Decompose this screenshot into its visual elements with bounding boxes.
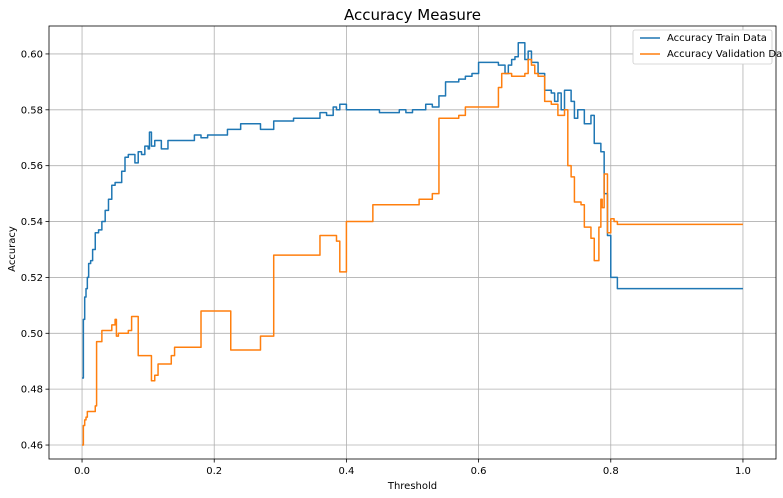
x-tick-label: 0.8 (603, 466, 619, 477)
y-tick-label: 0.46 (21, 441, 43, 452)
y-tick-label: 0.54 (21, 217, 43, 228)
x-axis-label: Threshold (387, 481, 437, 492)
y-tick-label: 0.50 (21, 329, 43, 340)
legend-label-validation: Accuracy Validation Data (667, 49, 783, 60)
legend-label-train: Accuracy Train Data (667, 33, 767, 44)
series-line-validation (82, 58, 743, 446)
y-tick-label: 0.48 (21, 385, 43, 396)
y-tick-label: 0.60 (21, 49, 43, 60)
axis-ticks: 0.0 0.2 0.4 0.6 0.8 1.0 0.46 0.48 0.50 0.52 0.54 0.… (21, 49, 751, 477)
chart-title: Accuracy Measure (344, 6, 481, 24)
x-tick-label: 0.2 (206, 466, 222, 477)
y-tick-label: 0.58 (21, 105, 43, 116)
plot-frame (48, 25, 777, 460)
x-tick-label: 0.0 (74, 466, 90, 477)
series-lines (82, 42, 743, 446)
y-tick-label: 0.52 (21, 273, 43, 284)
x-tick-label: 0.6 (471, 466, 487, 477)
x-tick-label: 0.4 (338, 466, 354, 477)
y-axis-label: Accuracy (7, 226, 18, 272)
legend: Accuracy Train Data Accuracy Validation … (632, 29, 783, 65)
legend-box (632, 29, 773, 65)
x-tick-label: 1.0 (735, 466, 751, 477)
y-tick-label: 0.56 (21, 161, 43, 172)
